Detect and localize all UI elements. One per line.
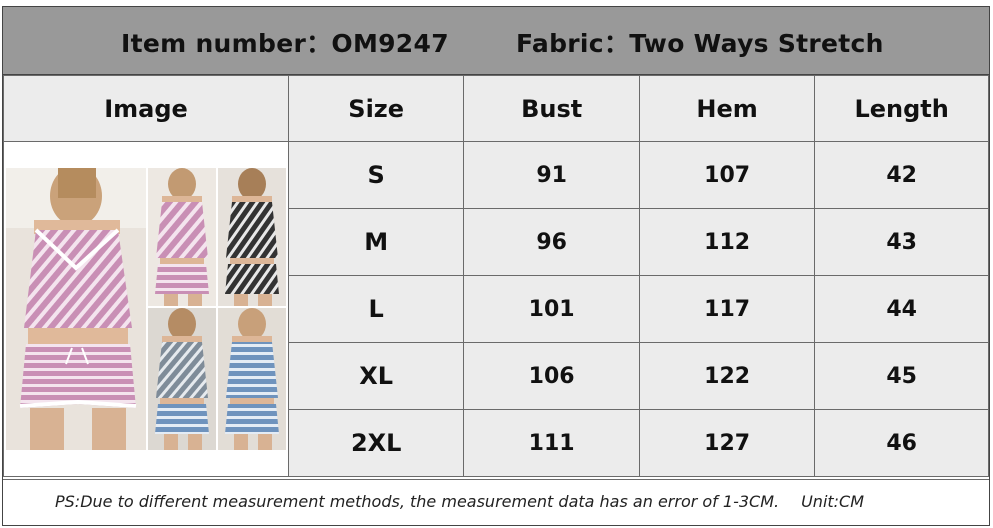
- length-cell: 44: [814, 275, 989, 343]
- photo-grey-stripe-small: [147, 308, 216, 450]
- size-chart: Item number：OM9247 Fabric：Two Ways Stret…: [2, 6, 990, 526]
- photo-pink-stripe: [5, 168, 146, 450]
- hem-cell: 107: [638, 141, 816, 209]
- item-number: Item number：OM9247: [121, 29, 449, 58]
- size-cell: 2XL: [287, 409, 465, 477]
- length-cell: 43: [814, 208, 989, 276]
- table-row: XL 106 122 45: [4, 342, 989, 410]
- size-cell: M: [287, 208, 465, 276]
- table-row: L 101 117 44: [4, 275, 989, 343]
- column-header-image: Image: [3, 75, 289, 142]
- hem-cell: 117: [638, 275, 816, 343]
- bust-cell: 111: [463, 409, 640, 477]
- product-image-cell: [3, 141, 289, 477]
- product-photo-collage: [5, 168, 286, 450]
- bust-cell: 101: [463, 275, 640, 343]
- hem-cell: 122: [638, 342, 816, 410]
- fabric-info: Fabric：Two Ways Stretch: [516, 29, 884, 58]
- length-cell: 42: [814, 141, 989, 209]
- table-row: 2XL 111 127 46: [4, 409, 989, 477]
- length-cell: 46: [814, 409, 989, 477]
- size-cell: XL: [287, 342, 465, 410]
- column-header-size: Size: [287, 75, 465, 142]
- hem-cell: 112: [638, 208, 816, 276]
- bust-cell: 106: [463, 342, 640, 410]
- photo-pink-stripe-small: [147, 168, 216, 306]
- photo-black-stripe-small: [217, 168, 286, 306]
- note-text: PS:Due to different measurement methods,…: [55, 492, 864, 511]
- table-row: M 96 112 43: [4, 208, 989, 276]
- bust-cell: 96: [463, 208, 640, 276]
- photo-blue-stripe-small: [217, 308, 286, 450]
- unit-label: Unit:CM: [801, 492, 865, 511]
- table-row: S 91 107 42: [3, 141, 989, 477]
- hem-cell: 127: [638, 409, 816, 477]
- bust-cell: 91: [463, 141, 640, 209]
- column-header-length: Length: [814, 75, 989, 142]
- title-bar: Item number：OM9247 Fabric：Two Ways Stret…: [3, 7, 989, 75]
- size-cell: S: [287, 141, 465, 209]
- size-table: Image Size Bust Hem Length: [3, 75, 989, 477]
- column-header-hem: Hem: [638, 75, 816, 142]
- measurement-note: PS:Due to different measurement methods,…: [3, 479, 989, 525]
- column-header-bust: Bust: [463, 75, 640, 142]
- size-cell: L: [287, 275, 465, 343]
- length-cell: 45: [814, 342, 989, 410]
- table-header-row: Image Size Bust Hem Length: [3, 75, 989, 142]
- error-disclaimer: PS:Due to different measurement methods,…: [55, 492, 780, 511]
